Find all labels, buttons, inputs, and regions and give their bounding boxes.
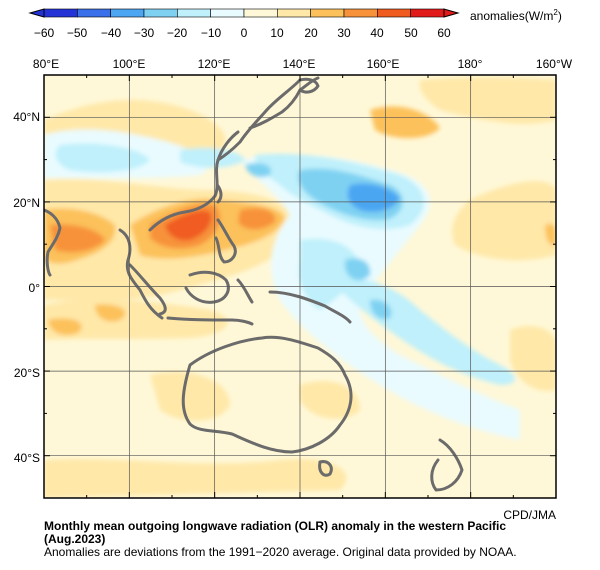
new-guinea-coastline xyxy=(268,290,352,324)
lon-label: 140°E xyxy=(283,57,316,71)
negative-anomaly-area xyxy=(370,299,392,320)
positive-anomaly-area xyxy=(44,299,228,340)
colorbar-tick-labels: −60 −50 −40 −30 −20 −10 0 10 20 30 40 50… xyxy=(34,26,451,40)
java-coastline xyxy=(166,316,254,326)
colorbar-tick: 50 xyxy=(404,26,418,40)
japan-coastline xyxy=(248,76,320,130)
gridlines xyxy=(44,75,556,498)
colorbar-tick: 0 xyxy=(241,26,248,40)
positive-anomaly-area xyxy=(165,210,212,241)
lon-label: 120°E xyxy=(198,57,231,71)
lon-label: 180° xyxy=(458,57,483,71)
positive-anomaly-area xyxy=(150,371,230,421)
colorbar-tick: 30 xyxy=(337,26,351,40)
caption: Monthly mean outgoing longwave radiation… xyxy=(44,520,594,559)
colorbar-min-arrow xyxy=(28,8,45,18)
longitude-labels: 80°E 100°E 120°E 140°E 160°E 180° 160°W xyxy=(33,57,573,71)
colorbar-units-label: anomalies(W/m2) xyxy=(470,8,562,23)
lon-label: 160°W xyxy=(536,57,573,71)
taiwan-coastline xyxy=(216,184,223,204)
positive-anomaly-area xyxy=(238,208,276,230)
negative-anomaly-area xyxy=(245,163,271,178)
caption-title-line2: (Aug.2023) xyxy=(44,532,106,546)
latitude-labels: 40°N 20°N 0° 20°S 40°S xyxy=(13,110,40,465)
borneo-coastline xyxy=(184,270,230,304)
colorbar-tick: −60 xyxy=(34,26,55,40)
colorbar-tick: −10 xyxy=(201,26,222,40)
positive-anomaly-area xyxy=(510,325,556,391)
lon-label: 100°E xyxy=(113,57,146,71)
positive-anomaly-area xyxy=(95,304,126,322)
colorbar-max-arrow xyxy=(443,8,460,18)
credit-label: CPD/JMA xyxy=(503,508,556,522)
olr-anomaly-map: 80°E 100°E 120°E 140°E 160°E 180° 160°W … xyxy=(13,57,573,499)
sulawesi-coastline xyxy=(236,278,254,304)
positive-anomaly-area xyxy=(300,381,360,419)
lat-label: 0° xyxy=(29,281,41,295)
colorbar-tick: 60 xyxy=(437,26,451,40)
caption-title-line1: Monthly mean outgoing longwave radiation… xyxy=(44,519,507,533)
negative-anomaly-area xyxy=(55,143,150,173)
lat-label: 40°S xyxy=(14,451,40,465)
colorbar-tick: −20 xyxy=(167,26,188,40)
lon-label: 160°E xyxy=(367,57,400,71)
tasmania-coastline xyxy=(318,460,333,477)
negative-anomaly-area xyxy=(347,183,400,212)
colorbar-tick: 40 xyxy=(370,26,384,40)
colorbar-tick: 20 xyxy=(304,26,318,40)
positive-anomaly-area xyxy=(452,181,556,261)
australia-coastline xyxy=(181,335,353,454)
colorbar-tick: −40 xyxy=(101,26,122,40)
lat-label: 20°N xyxy=(13,196,40,210)
colorbar-tick: −30 xyxy=(134,26,155,40)
positive-anomaly-area xyxy=(370,106,440,139)
colorbar-tick: −50 xyxy=(67,26,88,40)
positive-anomaly-area xyxy=(48,318,82,336)
positive-anomaly-area xyxy=(419,77,556,124)
caption-note: Anomalies are deviations from the 1991−2… xyxy=(44,545,517,559)
positive-anomaly-area xyxy=(50,224,105,253)
lat-label: 40°N xyxy=(13,110,40,124)
coastlines xyxy=(44,76,464,492)
hokkaido-coastline xyxy=(298,77,320,94)
sumatra-coastline xyxy=(128,263,167,316)
india-coastline xyxy=(44,208,62,277)
lat-label: 20°S xyxy=(14,366,40,380)
new-zealand-coastline xyxy=(430,438,464,492)
lon-label: 80°E xyxy=(33,57,59,71)
negative-anomaly-area xyxy=(298,238,360,310)
philippines-coastline xyxy=(214,218,237,264)
frame-ticks xyxy=(43,74,557,499)
negative-anomaly-area xyxy=(345,258,371,281)
positive-anomaly-area xyxy=(545,223,556,246)
colorbar-tick: 10 xyxy=(270,26,284,40)
negative-anomaly-area xyxy=(240,154,520,440)
positive-anomaly-area xyxy=(44,458,347,498)
colorbar-boxes xyxy=(43,8,445,18)
anomaly-colorbar: −60 −50 −40 −30 −20 −10 0 10 20 30 40 50… xyxy=(28,8,460,40)
